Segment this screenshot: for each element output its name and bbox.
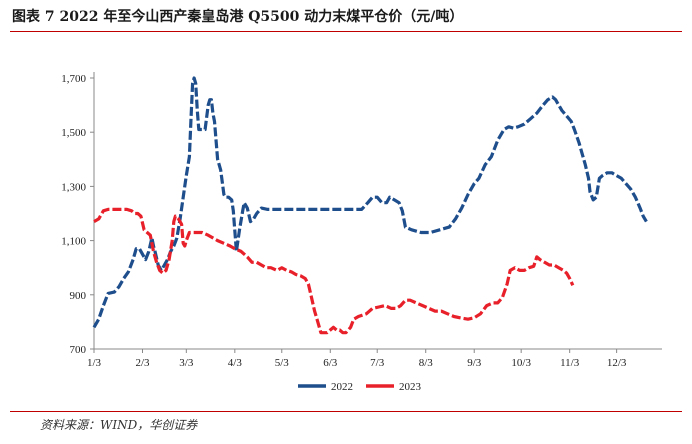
legend-label-2022: 2022 — [331, 381, 353, 393]
x-tick-label: 2/3 — [135, 357, 150, 369]
title-divider — [10, 31, 682, 32]
chart-legend: 2022 2023 — [298, 381, 422, 393]
x-tick-label: 10/3 — [511, 357, 531, 369]
legend-label-2023: 2023 — [399, 381, 422, 393]
y-tick-label: 1,100 — [61, 236, 86, 248]
source-divider — [10, 411, 682, 412]
x-tick-label: 7/3 — [370, 357, 385, 369]
x-tick-label: 9/3 — [467, 357, 482, 369]
series-line-2023 — [93, 207, 575, 335]
source-note: 资料来源：WIND，华创证券 — [40, 418, 198, 432]
y-tick-label: 900 — [70, 290, 87, 302]
chart-axes: 700 900 1,100 1,300 1,500 1,700 1/3 2/3 3/3 4/3 5/… — [61, 72, 662, 369]
y-tick-label: 1,300 — [61, 181, 86, 193]
chart-series — [92, 76, 648, 335]
y-tick-label: 700 — [70, 344, 87, 356]
chart-title: 图表 7 2022 年至今山西产秦皇岛港 Q5500 动力末煤平仓价（元/吨） — [12, 9, 464, 25]
x-tick-label: 4/3 — [228, 357, 243, 369]
x-tick-label: 6/3 — [323, 357, 338, 369]
x-tick-label: 8/3 — [419, 357, 434, 369]
x-tick-label: 5/3 — [275, 357, 290, 369]
x-tick-label: 12/3 — [607, 357, 627, 369]
x-tick-label: 11/3 — [560, 357, 580, 369]
x-tick-label: 3/3 — [179, 357, 194, 369]
x-tick-label: 1/3 — [87, 357, 102, 369]
y-tick-label: 1,700 — [61, 73, 86, 85]
y-tick-label: 1,500 — [61, 127, 86, 139]
series-line-2022 — [92, 76, 648, 329]
